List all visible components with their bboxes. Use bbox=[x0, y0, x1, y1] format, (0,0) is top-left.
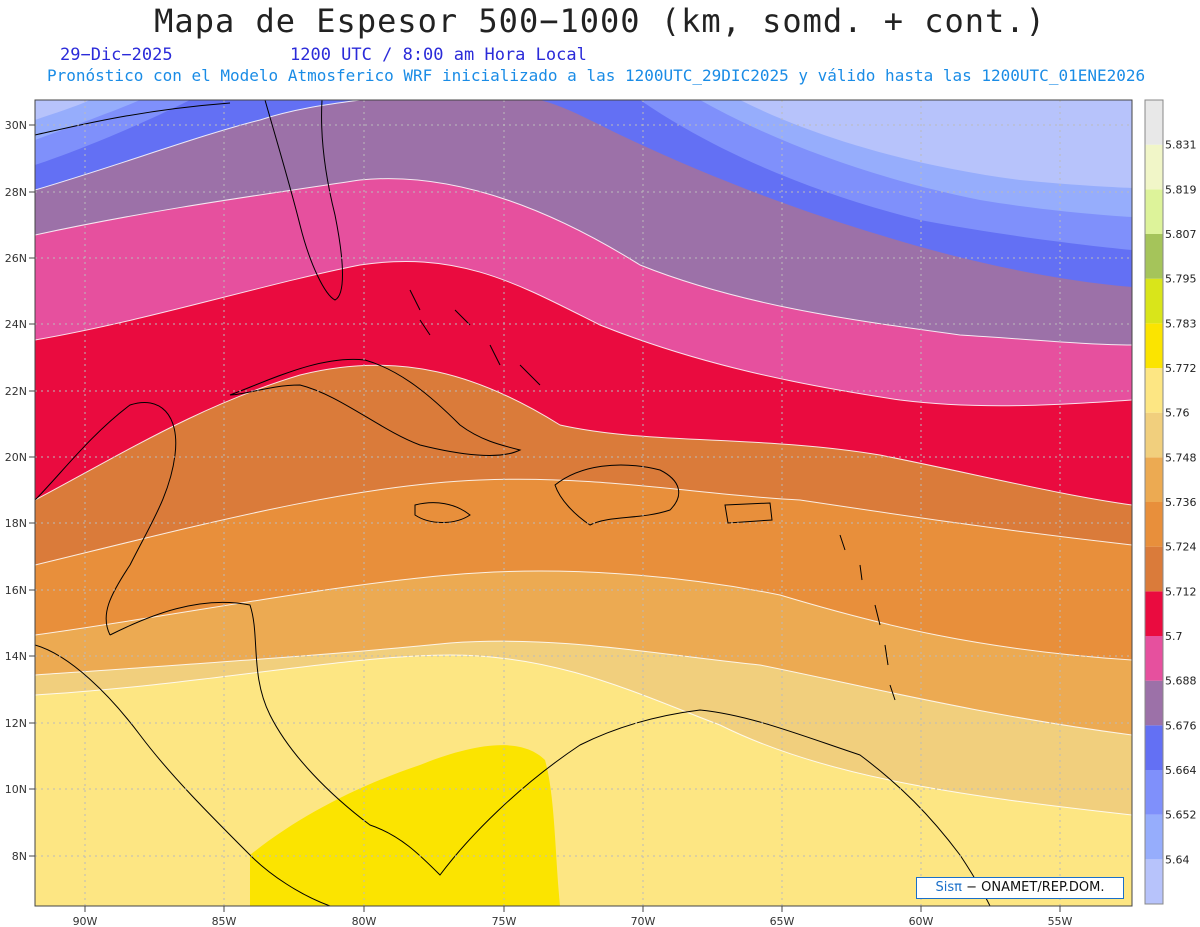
legend-label: 5.724 bbox=[1165, 541, 1197, 554]
lon-label: 75W bbox=[492, 915, 517, 927]
legend-label: 5.712 bbox=[1165, 585, 1197, 598]
forecast-date: 29−Dic−2025 bbox=[60, 45, 173, 65]
thickness-map: 30N 28N 26N 24N 22N 20N 18N 16N 14N 12N … bbox=[5, 99, 1133, 927]
legend-swatch bbox=[1145, 323, 1163, 368]
legend-swatch bbox=[1145, 814, 1163, 860]
graticule bbox=[35, 100, 1132, 906]
legend-swatch bbox=[1145, 591, 1163, 636]
latitude-labels: 30N 28N 26N 24N 22N 20N 18N 16N 14N 12N … bbox=[5, 119, 27, 863]
legend-label: 5.64 bbox=[1165, 853, 1190, 866]
map-title: Mapa de Espesor 500−1000 (km, somd. + co… bbox=[154, 2, 1046, 40]
yucatan-coast bbox=[35, 401, 177, 636]
legend-swatch bbox=[1145, 368, 1163, 413]
lon-label: 55W bbox=[1048, 915, 1073, 927]
lon-label: 85W bbox=[212, 915, 237, 927]
florida-coast bbox=[264, 100, 343, 301]
legend-swatch bbox=[1145, 859, 1163, 904]
legend-swatch bbox=[1145, 680, 1163, 726]
legend-label: 5.76 bbox=[1165, 407, 1190, 420]
bahamas bbox=[409, 289, 541, 386]
legend-label: 5.772 bbox=[1165, 362, 1197, 375]
legend-label: 5.795 bbox=[1165, 273, 1197, 286]
lat-label: 12N bbox=[5, 717, 27, 730]
contour-lines bbox=[35, 100, 1132, 816]
lat-label: 8N bbox=[12, 850, 27, 863]
lat-label: 24N bbox=[5, 318, 27, 331]
lat-label: 18N bbox=[5, 517, 27, 530]
lat-label: 28N bbox=[5, 186, 27, 199]
legend-label: 5.652 bbox=[1165, 809, 1197, 822]
lat-label: 10N bbox=[5, 783, 27, 796]
legend-swatch bbox=[1145, 144, 1163, 190]
lon-label: 90W bbox=[73, 915, 98, 927]
band-5640 bbox=[35, 100, 1132, 188]
legend-swatch bbox=[1145, 457, 1163, 502]
central-america-coast bbox=[109, 601, 991, 906]
coastlines bbox=[35, 100, 991, 906]
plot-frame bbox=[34, 99, 1133, 907]
legend-label: 5.748 bbox=[1165, 451, 1197, 464]
cuba-coast bbox=[229, 358, 522, 456]
forecast-subtitle: Pronóstico con el Modelo Atmosferico WRF… bbox=[47, 66, 1146, 85]
lesser-antilles bbox=[839, 534, 896, 701]
legend-swatches bbox=[1144, 99, 1164, 905]
lon-label: 65W bbox=[770, 915, 795, 927]
filled-contours bbox=[35, 100, 1132, 906]
legend-label: 5.7 bbox=[1165, 630, 1183, 643]
lon-label: 80W bbox=[352, 915, 377, 927]
pacific-coast bbox=[35, 644, 331, 906]
credit-box: Sisπ − ONAMET/REP.DOM. bbox=[916, 877, 1124, 899]
lat-label: 20N bbox=[5, 451, 27, 464]
sispi-logo: Sisπ bbox=[935, 880, 962, 895]
legend-swatch bbox=[1145, 636, 1163, 681]
credit-text: − ONAMET/REP.DOM. bbox=[966, 880, 1105, 895]
puerto-rico-coast bbox=[724, 502, 773, 524]
lat-label: 30N bbox=[5, 119, 27, 132]
legend-label: 5.688 bbox=[1165, 675, 1197, 688]
legend-swatch bbox=[1145, 189, 1163, 234]
legend-labels: 5.64 5.652 5.664 5.676 5.688 5.7 5.712 5.724 5.7… bbox=[1165, 139, 1197, 867]
lat-label: 16N bbox=[5, 584, 27, 597]
legend-swatch bbox=[1145, 770, 1163, 815]
lon-label: 60W bbox=[909, 915, 934, 927]
lat-label: 14N bbox=[5, 650, 27, 663]
legend-label: 5.819 bbox=[1165, 183, 1197, 196]
hispaniola-coast bbox=[554, 464, 680, 526]
legend-swatch bbox=[1145, 725, 1163, 770]
forecast-time: 1200 UTC / 8:00 am Hora Local bbox=[290, 45, 587, 65]
legend-label: 5.831 bbox=[1165, 139, 1197, 152]
lat-label: 26N bbox=[5, 252, 27, 265]
legend-label: 5.807 bbox=[1165, 228, 1197, 241]
legend-label: 5.736 bbox=[1165, 496, 1197, 509]
lon-label: 70W bbox=[631, 915, 656, 927]
latitude-ticks bbox=[29, 124, 1061, 912]
color-legend: 5.64 5.652 5.664 5.676 5.688 5.7 5.712 5.724 5.7… bbox=[1144, 99, 1197, 905]
lat-label: 22N bbox=[5, 385, 27, 398]
legend-swatch bbox=[1145, 234, 1163, 279]
jamaica-coast bbox=[414, 502, 471, 523]
legend-swatch bbox=[1145, 278, 1163, 324]
legend-label: 5.676 bbox=[1165, 719, 1197, 732]
longitude-labels: 90W 85W 80W 75W 70W 65W 60W 55W bbox=[73, 915, 1073, 927]
legend-swatch bbox=[1145, 412, 1163, 458]
legend-frame bbox=[1144, 99, 1164, 905]
gulf-coast bbox=[35, 102, 231, 136]
band-5783 bbox=[250, 745, 560, 906]
legend-label: 5.783 bbox=[1165, 317, 1197, 330]
legend-swatch bbox=[1145, 546, 1163, 592]
legend-swatch bbox=[1145, 100, 1163, 145]
legend-label: 5.664 bbox=[1165, 764, 1197, 777]
legend-swatch bbox=[1145, 502, 1163, 547]
